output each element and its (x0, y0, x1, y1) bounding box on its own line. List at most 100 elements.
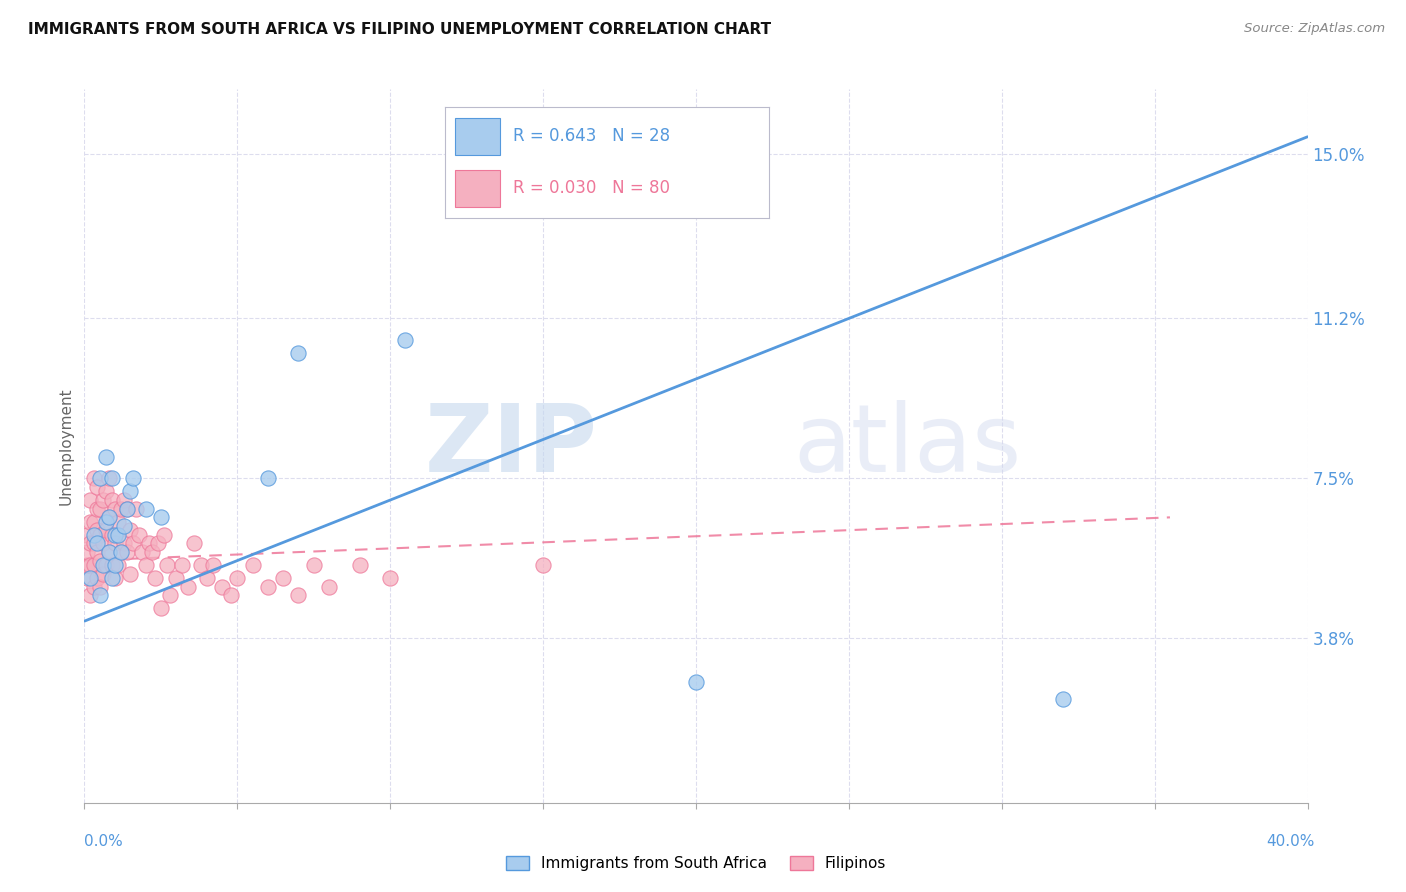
Point (79, 493, 101, 508)
Point (97, 545, 120, 559)
Point (143, 571, 166, 585)
Point (89, 580, 111, 594)
Point (149, 510, 172, 524)
Point (287, 588, 309, 602)
Point (502, 155, 524, 169)
Point (86, 571, 108, 585)
Point (89, 588, 111, 602)
Point (89, 553, 111, 567)
Point (104, 536, 127, 550)
Point (94, 484, 117, 499)
Point (531, 558, 554, 572)
Point (89, 527, 111, 541)
Point (83, 558, 105, 572)
Text: IMMIGRANTS FROM SOUTH AFRICA VS FILIPINO UNEMPLOYMENT CORRELATION CHART: IMMIGRANTS FROM SOUTH AFRICA VS FILIPINO… (28, 22, 772, 37)
Point (101, 527, 124, 541)
Text: atlas: atlas (794, 400, 1022, 492)
Point (76, 571, 98, 585)
Point (110, 501, 132, 516)
Point (86, 545, 108, 559)
Point (349, 558, 371, 572)
Point (226, 571, 249, 585)
Point (83, 527, 105, 541)
Point (86, 524, 108, 538)
Point (107, 527, 129, 541)
Point (120, 566, 142, 581)
Point (219, 588, 242, 602)
Point (172, 558, 194, 572)
Point (97, 510, 120, 524)
Point (138, 536, 160, 550)
Point (79, 515, 101, 529)
Point (83, 580, 105, 594)
Point (107, 558, 129, 572)
Point (190, 558, 212, 572)
Text: Source: ZipAtlas.com: Source: ZipAtlas.com (1244, 22, 1385, 36)
Point (120, 524, 142, 538)
Point (94, 515, 117, 529)
Point (685, 674, 707, 689)
Point (86, 501, 108, 516)
Point (318, 580, 340, 594)
Point (89, 471, 111, 485)
Point (211, 580, 233, 594)
Point (122, 536, 145, 550)
Point (104, 558, 127, 572)
Point (76, 558, 98, 572)
Point (135, 501, 157, 516)
Point (271, 571, 294, 585)
Point (110, 545, 132, 559)
Legend: Immigrants from South Africa, Filipinos: Immigrants from South Africa, Filipinos (499, 850, 893, 877)
Point (97, 545, 120, 559)
Point (195, 571, 218, 585)
Point (115, 501, 138, 516)
Point (104, 527, 127, 541)
Point (146, 536, 169, 550)
Point (1052, 692, 1074, 706)
Point (83, 471, 105, 485)
Point (149, 601, 172, 615)
Point (101, 471, 124, 485)
Point (165, 571, 187, 585)
Point (104, 571, 127, 585)
Point (79, 558, 101, 572)
Point (86, 536, 108, 550)
Point (115, 545, 138, 559)
Point (257, 580, 280, 594)
Point (242, 558, 264, 572)
Point (112, 519, 135, 533)
Point (153, 527, 176, 541)
Point (183, 536, 205, 550)
Point (380, 571, 402, 585)
Point (201, 558, 224, 572)
Point (76, 527, 98, 541)
Point (79, 588, 101, 602)
Point (125, 501, 148, 516)
Point (101, 493, 124, 508)
Point (101, 571, 124, 585)
Point (141, 545, 163, 559)
Point (107, 515, 129, 529)
Text: 40.0%: 40.0% (1267, 834, 1315, 849)
Point (79, 536, 101, 550)
Point (177, 580, 200, 594)
Point (287, 346, 309, 360)
Point (104, 501, 127, 516)
Point (83, 536, 105, 550)
Point (110, 545, 132, 559)
Point (91, 536, 114, 550)
Point (159, 588, 181, 602)
Point (91, 558, 114, 572)
Point (135, 558, 157, 572)
Point (94, 524, 117, 538)
Point (131, 545, 153, 559)
Point (91, 493, 114, 508)
Point (115, 501, 138, 516)
Point (122, 471, 145, 485)
Point (76, 545, 98, 559)
Point (120, 484, 142, 499)
Point (94, 450, 117, 464)
Point (156, 558, 179, 572)
Point (83, 515, 105, 529)
Point (101, 558, 124, 572)
